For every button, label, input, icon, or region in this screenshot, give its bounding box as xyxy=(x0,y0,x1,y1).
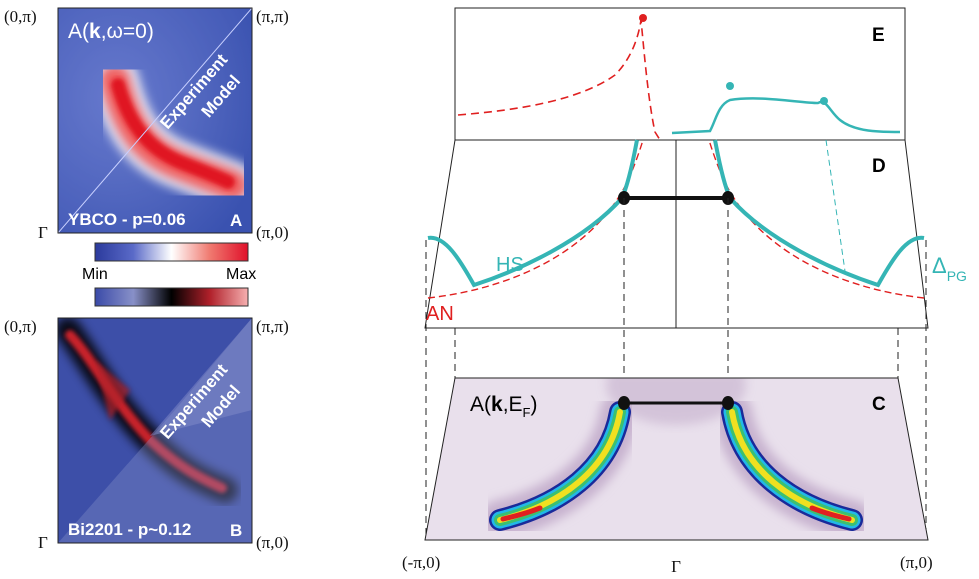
corner-label: (0,π) xyxy=(4,7,37,26)
hs-edc xyxy=(671,97,901,135)
an-dispersion xyxy=(708,139,925,299)
axis-label: (π,0) xyxy=(900,553,933,572)
gap-line xyxy=(825,139,847,279)
hs-dispersion xyxy=(427,139,639,288)
panel-a-frame xyxy=(57,7,253,234)
panel-a-title: A(k,ω=0) xyxy=(68,20,154,43)
hs-dispersion xyxy=(713,139,925,288)
corner-label: (π,0) xyxy=(256,223,289,242)
corner-label: (π,π) xyxy=(256,317,289,336)
sample-label: Bi2201 - p~0.12 xyxy=(68,520,191,539)
hs-label: HS xyxy=(496,254,524,276)
an-label: AN xyxy=(426,303,454,325)
gap-line xyxy=(715,149,729,199)
gap-label: ΔPG xyxy=(932,253,967,284)
node xyxy=(618,396,630,410)
panel-a-map xyxy=(58,8,252,233)
an-edc xyxy=(457,19,661,141)
panel-letter: B xyxy=(230,521,242,540)
peak-dot xyxy=(639,14,647,22)
node xyxy=(722,396,734,410)
axis-label: Γ xyxy=(671,557,681,576)
corner-label: (π,0) xyxy=(256,533,289,552)
corner-label: Γ xyxy=(38,223,48,242)
panel-d-frame xyxy=(424,139,929,329)
panel-letter: C xyxy=(872,394,886,415)
colorbar xyxy=(94,287,249,307)
panel-letter: D xyxy=(872,156,886,177)
corner-label: Γ xyxy=(38,533,48,552)
panel-letter: A xyxy=(230,211,242,230)
axis-label: (-π,0) xyxy=(402,553,440,572)
peak-dot xyxy=(820,97,828,105)
sample-label: YBCO - p=0.06 xyxy=(68,210,186,229)
panel-b-frame xyxy=(57,317,253,544)
an-dispersion xyxy=(427,139,644,299)
colorbar xyxy=(94,242,249,262)
connector-lines xyxy=(425,198,927,540)
corner-label: (0,π) xyxy=(4,317,37,336)
panel-c-title: A(k,EF) xyxy=(470,393,537,420)
panel-letter: E xyxy=(872,25,885,46)
colorbar-min: Min xyxy=(82,266,108,283)
panel-c-map xyxy=(425,378,928,540)
panel-c-frame xyxy=(424,377,929,541)
panel-e-frame xyxy=(454,7,906,141)
peak-dot xyxy=(726,82,734,90)
colorbar-max: Max xyxy=(226,266,256,283)
panel-b-map xyxy=(58,318,252,543)
corner-label: (π,π) xyxy=(256,7,289,26)
